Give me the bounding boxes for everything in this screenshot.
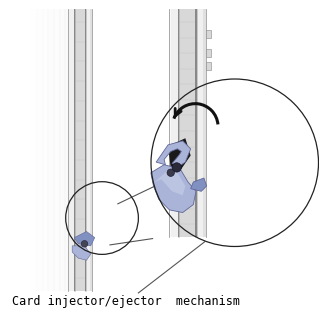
Polygon shape: [72, 246, 91, 260]
Bar: [171, 9, 178, 237]
Bar: [205, 49, 211, 57]
Bar: [74, 9, 75, 291]
Circle shape: [172, 163, 181, 172]
Bar: [59, 9, 66, 291]
Bar: [179, 9, 195, 237]
Polygon shape: [156, 141, 191, 167]
Circle shape: [81, 240, 88, 247]
Bar: [30, 9, 38, 291]
Polygon shape: [168, 138, 191, 173]
Bar: [75, 9, 85, 291]
Text: Card injector/ejector  mechanism: Card injector/ejector mechanism: [12, 295, 240, 308]
Bar: [68, 9, 69, 291]
Bar: [41, 9, 49, 291]
Bar: [90, 9, 92, 291]
Bar: [47, 9, 55, 291]
Bar: [69, 9, 74, 291]
Bar: [197, 9, 203, 237]
Bar: [205, 62, 211, 70]
Bar: [64, 9, 72, 291]
Polygon shape: [151, 165, 196, 213]
Bar: [205, 30, 211, 38]
Bar: [53, 9, 61, 291]
Circle shape: [167, 169, 174, 176]
Polygon shape: [191, 178, 207, 191]
Polygon shape: [74, 231, 95, 246]
Bar: [195, 9, 197, 237]
Bar: [86, 9, 90, 291]
Bar: [178, 9, 179, 237]
Bar: [36, 9, 44, 291]
Bar: [24, 9, 32, 291]
Bar: [169, 9, 171, 237]
Bar: [203, 9, 205, 237]
Polygon shape: [155, 170, 185, 195]
Bar: [85, 9, 86, 291]
